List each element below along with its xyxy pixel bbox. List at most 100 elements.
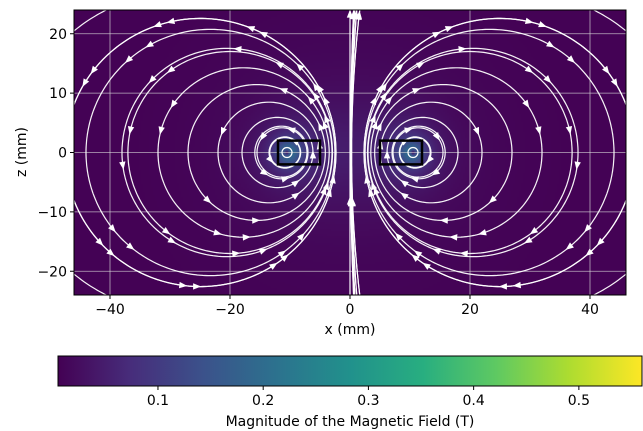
- streamline-arrow: [432, 248, 442, 255]
- streamline: [74, 10, 108, 32]
- streamline-arrow: [320, 186, 327, 196]
- streamline-arrow: [473, 126, 480, 136]
- streamline-arrow: [364, 175, 371, 184]
- streamline-arrow: [307, 96, 316, 105]
- streamline-arrow: [565, 126, 573, 135]
- y-axis-ticks: −20 −10 0 10 20: [37, 27, 74, 280]
- streamline-arrow: [167, 65, 176, 74]
- streamline-arrow: [383, 150, 391, 159]
- streamline-arrow: [127, 126, 135, 135]
- streamline-arrow: [291, 179, 300, 188]
- streamline-arrow: [317, 84, 324, 93]
- x-tick-label: 20: [461, 302, 479, 318]
- streamline-arrow: [246, 26, 256, 33]
- streamline-arrow: [400, 192, 409, 200]
- streamline: [157, 67, 330, 238]
- x-tick-label: 0: [346, 302, 355, 318]
- streamline: [367, 50, 573, 255]
- streamline-arrow: [395, 63, 404, 72]
- streamline-arrow: [232, 250, 241, 257]
- streamline-arrow: [488, 195, 497, 204]
- y-tick-label: −20: [37, 264, 67, 280]
- streamline-arrow: [148, 75, 157, 84]
- streamline-arrow: [277, 250, 287, 258]
- coil-rect: [276, 139, 322, 166]
- streamline: [74, 273, 108, 295]
- streamline-arrow: [126, 242, 135, 250]
- x-tick-label: 40: [581, 302, 599, 318]
- streamline: [592, 273, 626, 295]
- streamline-arrow: [275, 62, 284, 69]
- streamline-arrow: [449, 234, 458, 241]
- streamline-arrow: [145, 40, 154, 48]
- streamline-arrow: [384, 96, 393, 105]
- streamline-arrow: [252, 217, 261, 224]
- x-tick-label: −20: [215, 302, 245, 318]
- streamline-arrow: [259, 168, 269, 176]
- streamline-arrow: [220, 126, 227, 136]
- streamline-arrow: [566, 55, 575, 64]
- streamline-arrow: [213, 229, 222, 236]
- streamline-arrow: [529, 227, 539, 235]
- streamline-arrow: [258, 248, 268, 255]
- streamline-arrow: [535, 126, 542, 135]
- streamline-arrow: [610, 78, 618, 87]
- streamline: [399, 136, 431, 169]
- streamline: [254, 125, 309, 180]
- streamline-arrow: [193, 283, 202, 290]
- streamline-arrow: [410, 176, 419, 183]
- streamline-arrow: [281, 176, 290, 183]
- streamline-arrow: [478, 229, 487, 236]
- streamline-arrow: [265, 155, 274, 164]
- colorbar-tick-label: 0.1: [147, 393, 169, 409]
- y-tick-label: 10: [49, 86, 67, 102]
- streamline-arrow: [82, 78, 90, 87]
- streamline-arrow: [522, 99, 530, 109]
- streamline: [363, 17, 626, 288]
- streamline-arrow: [318, 122, 325, 132]
- streamline-arrow: [106, 248, 115, 257]
- streamline-arrow: [395, 232, 403, 241]
- streamline-arrow: [291, 192, 300, 200]
- streamline-arrow: [412, 88, 421, 95]
- streamline-arrow: [329, 175, 336, 184]
- streamline: [269, 136, 301, 169]
- y-axis-label: z (mm): [14, 127, 30, 177]
- streamline-arrow: [538, 21, 547, 28]
- streamline-arrow: [543, 75, 552, 84]
- loop-center-marker: [407, 146, 419, 159]
- y-tick-label: 20: [49, 27, 67, 43]
- streamline-arrow: [376, 84, 383, 93]
- streamline: [370, 67, 543, 238]
- streamline: [74, 17, 337, 288]
- streamline-arrow: [280, 254, 289, 262]
- streamline: [127, 50, 333, 255]
- streamline-arrow: [324, 114, 331, 124]
- streamline-arrow: [413, 250, 423, 258]
- streamline-arrow: [369, 114, 376, 124]
- streamlines: [63, 10, 626, 295]
- streamline-arrow: [524, 65, 533, 74]
- streamline: [366, 47, 579, 258]
- streamline-arrow: [574, 161, 581, 170]
- streamline-arrow: [63, 168, 71, 177]
- colorbar-label: Magnitude of the Magnetic Field (T): [226, 414, 475, 430]
- streamline-arrow: [350, 11, 357, 20]
- streamline-arrow: [233, 45, 242, 53]
- streamline-arrow: [167, 236, 176, 244]
- streamline-arrow: [411, 254, 420, 262]
- coil-cross-sections: [276, 139, 424, 166]
- streamline-arrow: [400, 179, 409, 188]
- streamline: [592, 10, 626, 32]
- streamline-arrow: [203, 195, 212, 204]
- streamline-arrow: [371, 120, 378, 130]
- colorbar-tick-label: 0.5: [568, 393, 590, 409]
- streamline-arrow: [459, 250, 468, 257]
- streamline-arrow: [379, 82, 387, 92]
- streamline-arrow: [546, 40, 555, 48]
- streamline-arrow: [431, 168, 441, 176]
- streamline-arrow: [313, 82, 321, 92]
- colorbar-tick-label: 0.4: [463, 393, 485, 409]
- colorbar-ticks: 0.1 0.2 0.3 0.4 0.5: [147, 386, 590, 409]
